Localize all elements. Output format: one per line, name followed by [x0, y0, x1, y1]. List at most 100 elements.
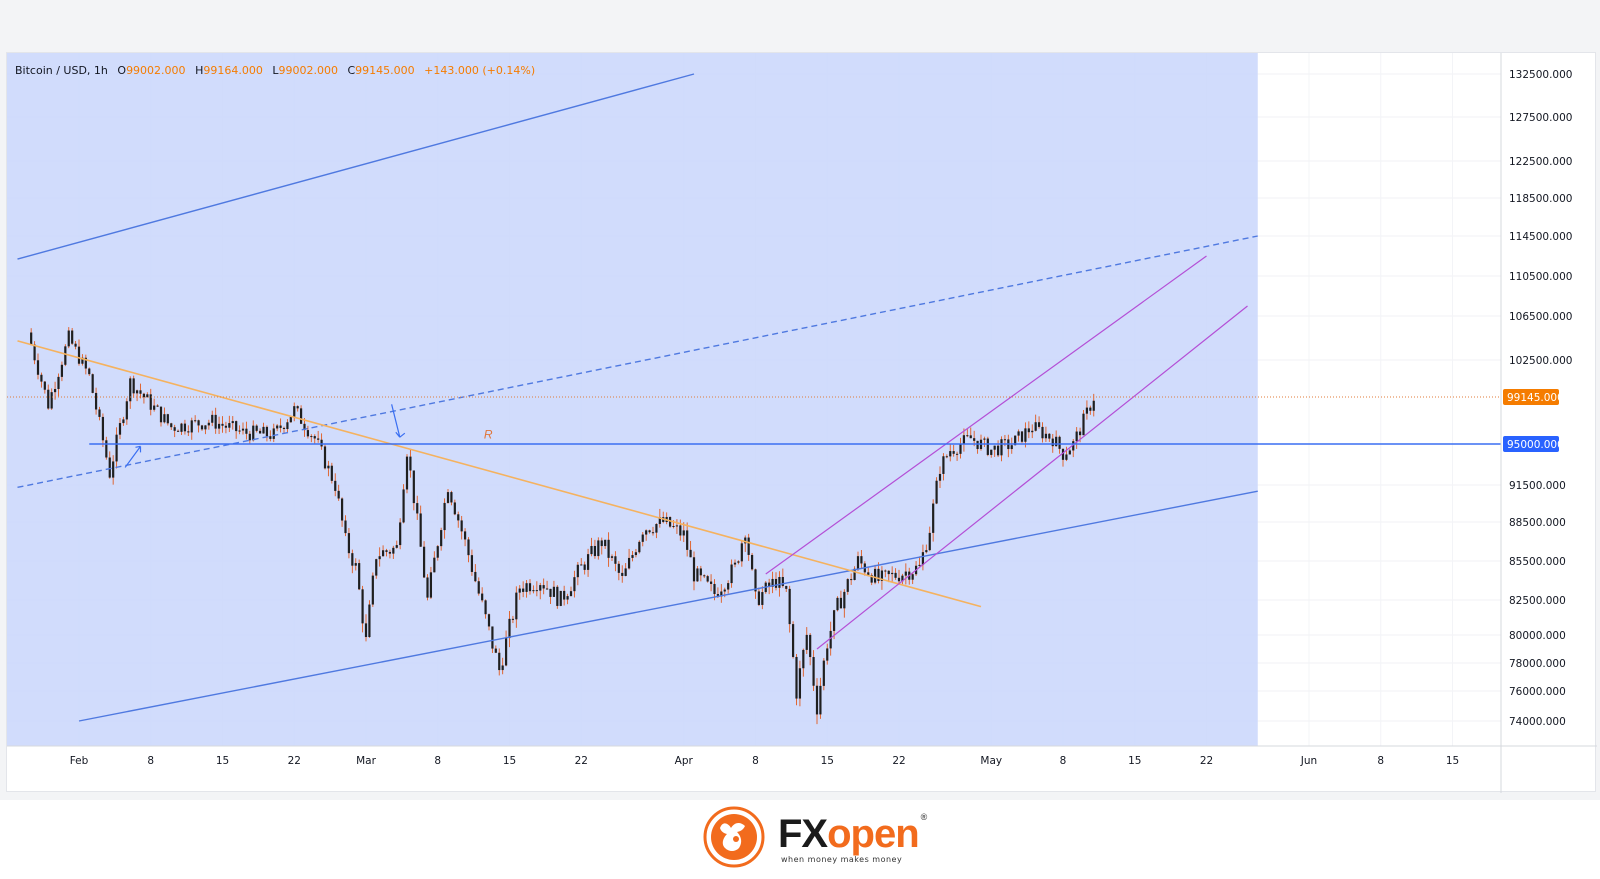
candle-body [932, 503, 935, 533]
candle-body [1017, 431, 1020, 436]
candle-body [204, 425, 207, 430]
candle-body [200, 425, 204, 430]
candle-body [839, 597, 843, 609]
candle-body [569, 591, 573, 597]
candle-body [286, 422, 289, 430]
candle-body [631, 555, 634, 558]
candle-body [768, 582, 771, 587]
candle-body [675, 525, 679, 527]
candle-body [293, 406, 296, 417]
candle-body [515, 592, 518, 620]
candle-body [532, 590, 535, 592]
candle-body [361, 589, 364, 624]
candle-body [166, 414, 169, 424]
candle-body [388, 551, 392, 554]
price-tick-label: 76000.000 [1509, 686, 1566, 698]
candle-body [190, 420, 193, 433]
price-tick-label: 80000.000 [1509, 630, 1566, 642]
candle-body [559, 590, 562, 606]
candle-body [1055, 436, 1058, 447]
candle-body [750, 554, 754, 570]
candle-body [272, 428, 275, 439]
candle-body [344, 520, 347, 534]
candle-body [132, 378, 135, 394]
candle-body [457, 514, 460, 521]
candle-body [412, 470, 415, 504]
candle-body [57, 376, 60, 390]
candle-body [211, 414, 214, 423]
candle-body [340, 498, 344, 521]
candle-body [586, 554, 590, 570]
candle-body [973, 438, 976, 441]
candle-body [542, 585, 545, 589]
candle-body [959, 444, 962, 454]
candle-body [638, 541, 641, 553]
candle-body [761, 592, 764, 605]
candle-body [173, 427, 176, 431]
candle-body [402, 489, 405, 523]
candle-body [727, 583, 730, 590]
candle-body [962, 435, 966, 445]
candle-body [850, 579, 853, 581]
candle-body [108, 457, 111, 478]
candle-body [891, 572, 894, 575]
candle-body [477, 581, 480, 594]
chart-panel[interactable]: R 132500.000 127500.000 122500.000 118500.0… [6, 52, 1597, 793]
candle-body [149, 394, 152, 410]
candle-body [682, 530, 685, 536]
candle-body [30, 332, 33, 345]
candle-body [337, 490, 340, 499]
candle-body [1085, 407, 1089, 414]
candle-body [938, 473, 942, 481]
candle-body [289, 416, 292, 423]
brand-tagline: when money makes money [781, 855, 903, 864]
change-value: +143.000 (+0.14%) [424, 64, 536, 77]
candle-body [351, 553, 354, 566]
candle-body [1034, 422, 1037, 431]
time-tick-label: 8 [434, 755, 441, 767]
candle-body [53, 389, 57, 393]
candle-body [740, 543, 743, 562]
candle-body [238, 430, 241, 432]
candle-body [945, 456, 948, 458]
price-tick-label: 118500.000 [1509, 193, 1572, 205]
candle-body [491, 626, 494, 649]
last-price-tag: 99145.000 [1507, 392, 1564, 404]
candle-body [323, 446, 327, 469]
candle-body [276, 425, 279, 429]
chart-drawings-foreground: R [7, 73, 1501, 722]
candle-body [966, 435, 969, 437]
candle-body [470, 555, 474, 572]
candle-body [689, 549, 692, 558]
candle-body [180, 423, 183, 432]
price-chart[interactable]: R 132500.000 127500.000 122500.000 118500.0… [7, 53, 1597, 793]
candle-body [146, 394, 149, 398]
candle-body [60, 364, 64, 377]
candle-body [436, 546, 439, 558]
candle-body [809, 634, 812, 658]
candle-body [426, 577, 429, 598]
candle-body [317, 438, 320, 440]
candle-body [1078, 431, 1082, 436]
candle-body [795, 656, 798, 699]
close-value: C99145.000 [347, 64, 415, 77]
time-tick-label: May [980, 755, 1002, 767]
chart-drawings-background [7, 53, 1258, 746]
candle-body [265, 426, 269, 437]
candle-body [392, 547, 395, 554]
candle-body [334, 480, 337, 491]
candle-body [81, 357, 84, 364]
candle-body [993, 445, 996, 450]
time-tick-label: 8 [1060, 755, 1067, 767]
candle-body [1075, 431, 1078, 442]
candle-body [986, 438, 989, 455]
candle-body [330, 465, 333, 481]
candle-body [194, 420, 197, 422]
low-value: L99002.000 [272, 64, 338, 77]
candle-body [487, 614, 491, 627]
candle-body [494, 648, 497, 653]
candle-body [990, 449, 993, 455]
candle-body [785, 585, 788, 589]
candle-body [484, 600, 487, 615]
candle-body [354, 563, 357, 566]
